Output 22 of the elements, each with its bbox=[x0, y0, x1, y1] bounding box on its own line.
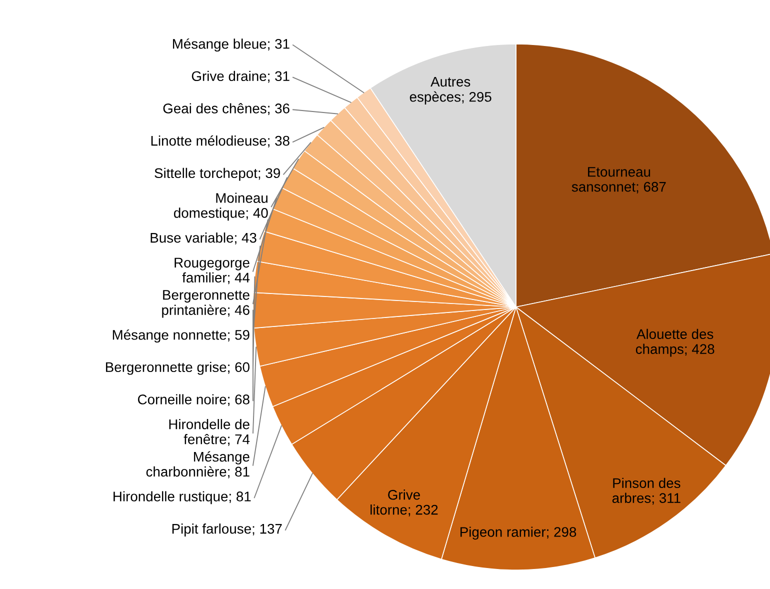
slice-label: Rougegorge familier; 44 bbox=[174, 258, 250, 284]
slice-label: Hirondelle rustique; 81 bbox=[114, 491, 251, 504]
slice-label: Mésange charbonnière; 81 bbox=[146, 451, 250, 478]
slice-label: Hirondelle de fenêtre; 74 bbox=[169, 419, 250, 446]
slice-label: Autres espèces; 295 bbox=[410, 76, 492, 105]
slice-label: Etourneau sansonnet; 687 bbox=[572, 167, 666, 194]
slice-label: Mésange bleue; 31 bbox=[173, 38, 290, 52]
slice-label: Corneille noire; 68 bbox=[138, 394, 250, 406]
slice-label: Grive draine; 31 bbox=[192, 70, 290, 83]
slice-label: Grive litorne; 232 bbox=[370, 490, 438, 516]
slice-label: Pipit farlouse; 137 bbox=[172, 524, 282, 536]
slice-label: Pigeon ramier; 298 bbox=[460, 526, 576, 540]
slice-label: Linotte mélodieuse; 38 bbox=[151, 135, 290, 148]
slice-label: Bergeronnette printanière; 46 bbox=[162, 290, 250, 318]
slice-label: Mésange nonnette; 59 bbox=[112, 329, 250, 343]
slice-label: Sittelle torchepot; 39 bbox=[154, 168, 280, 181]
slice-label: Geai des chênes; 36 bbox=[163, 103, 290, 116]
slice-label: Pinson des arbres; 311 bbox=[612, 478, 680, 505]
slice-label: Bergeronnette grise; 60 bbox=[106, 362, 250, 375]
slice-label: Buse variable; 43 bbox=[150, 232, 256, 244]
slice-label: Alouette des champs; 428 bbox=[636, 328, 714, 357]
slice-label: Moineau domestique; 40 bbox=[174, 192, 268, 221]
